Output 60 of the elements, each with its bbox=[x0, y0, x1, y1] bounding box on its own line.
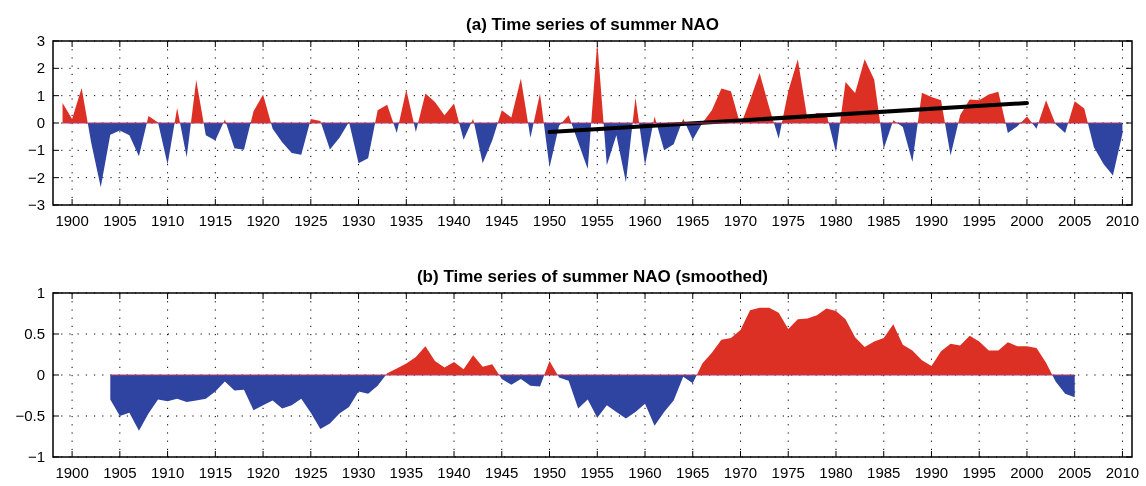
x-tick-label: 1950 bbox=[532, 464, 567, 481]
chart-title: (b) Time series of summer NAO (smoothed) bbox=[416, 267, 769, 286]
x-tick-label: 1935 bbox=[389, 464, 423, 481]
x-tick-label: 1980 bbox=[819, 464, 853, 481]
x-tick-label: 2000 bbox=[1010, 212, 1044, 229]
x-tick-label: 1970 bbox=[723, 212, 758, 229]
x-tick-label: 1905 bbox=[103, 464, 137, 481]
x-tick-label: 1955 bbox=[580, 212, 614, 229]
x-tick-label: 1925 bbox=[294, 464, 328, 481]
x-tick-label: 1925 bbox=[294, 212, 328, 229]
x-tick-label: 1995 bbox=[962, 212, 996, 229]
x-tick-label: 2005 bbox=[1058, 212, 1092, 229]
y-tick-label: 0.5 bbox=[24, 325, 45, 342]
y-tick-label: 0 bbox=[36, 114, 45, 131]
x-tick-label: 1910 bbox=[150, 212, 185, 229]
x-tick-label: 1990 bbox=[914, 464, 949, 481]
y-tick-label: 2 bbox=[36, 59, 45, 77]
x-tick-label: 1960 bbox=[628, 212, 662, 229]
y-tick-label: −1 bbox=[27, 141, 45, 159]
x-tick-label: 1920 bbox=[246, 464, 280, 481]
x-tick-label: 1960 bbox=[628, 464, 662, 481]
x-tick-label: 1940 bbox=[437, 212, 471, 229]
x-tick-label: 2005 bbox=[1058, 464, 1092, 481]
x-tick-label: 1940 bbox=[437, 464, 471, 481]
y-tick-label: −3 bbox=[27, 196, 45, 213]
x-tick-label: 1900 bbox=[55, 212, 89, 229]
y-tick-label: 1 bbox=[36, 86, 45, 104]
x-tick-label: 1950 bbox=[532, 212, 567, 229]
y-tick-label: 3 bbox=[36, 32, 45, 49]
y-tick-label: 0 bbox=[36, 366, 45, 383]
x-tick-label: 1990 bbox=[914, 212, 949, 229]
x-tick-label: 1975 bbox=[771, 464, 805, 481]
x-tick-label: 1965 bbox=[676, 464, 710, 481]
x-tick-label: 1965 bbox=[676, 212, 710, 229]
x-tick-label: 1930 bbox=[341, 212, 376, 229]
y-tick-label: −0.5 bbox=[15, 407, 45, 424]
y-tick-label: −2 bbox=[27, 168, 45, 186]
x-tick-label: 1935 bbox=[389, 212, 423, 229]
x-tick-label: 1915 bbox=[198, 464, 233, 481]
x-tick-label: 1955 bbox=[580, 464, 614, 481]
x-tick-label: 1980 bbox=[819, 212, 853, 229]
x-tick-label: 2010 bbox=[1105, 212, 1140, 229]
y-tick-label: −1 bbox=[27, 448, 45, 465]
x-tick-label: 1970 bbox=[723, 464, 758, 481]
x-tick-label: 1900 bbox=[55, 464, 89, 481]
x-tick-label: 2010 bbox=[1105, 464, 1140, 481]
x-tick-label: 2000 bbox=[1010, 464, 1044, 481]
x-tick-label: 1930 bbox=[341, 464, 376, 481]
chart-title: (a) Time series of summer NAO bbox=[466, 15, 719, 34]
x-tick-label: 1915 bbox=[198, 212, 233, 229]
x-tick-label: 1945 bbox=[485, 212, 519, 229]
x-tick-label: 1945 bbox=[485, 464, 519, 481]
x-tick-label: 1905 bbox=[103, 212, 137, 229]
x-tick-label: 1985 bbox=[867, 464, 901, 481]
y-tick-label: 1 bbox=[36, 284, 45, 301]
x-tick-label: 1910 bbox=[150, 464, 185, 481]
x-tick-label: 1995 bbox=[962, 464, 996, 481]
x-tick-label: 1975 bbox=[771, 212, 805, 229]
x-tick-label: 1920 bbox=[246, 212, 280, 229]
x-tick-label: 1985 bbox=[867, 212, 901, 229]
